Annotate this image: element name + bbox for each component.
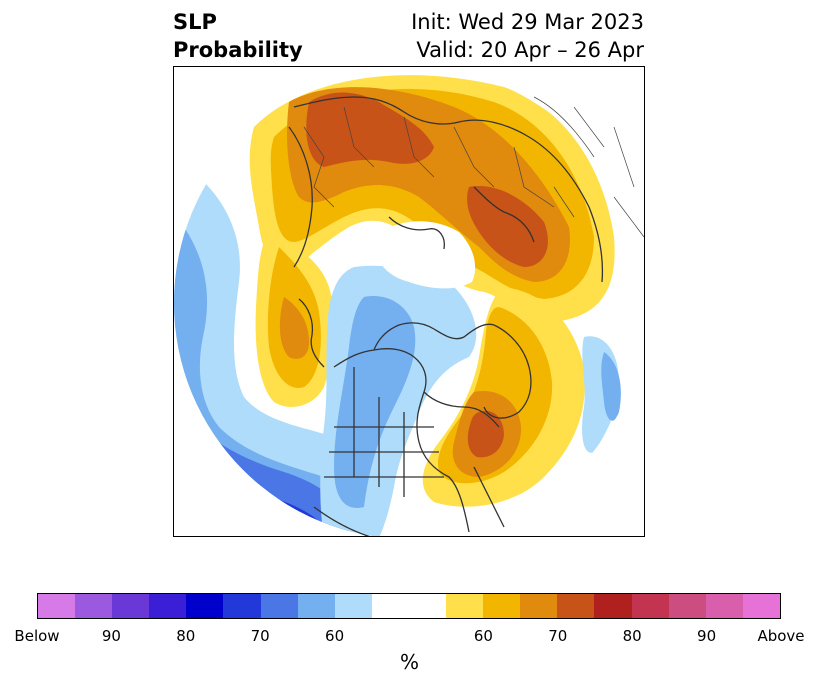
colorbar-segment [334,594,372,618]
colorbar [37,593,781,619]
colorbar-segment [408,594,447,618]
colorbar-segment [38,594,76,618]
colorbar-segment [75,594,113,618]
colorbar-segment [297,594,335,618]
eurasia-brown-east [467,186,548,267]
greenland-blue [601,352,621,421]
title-right: Init: Wed 29 Mar 2023 Valid: 20 Apr – 26… [411,8,644,64]
probability-map [173,66,645,537]
colorbar-segment [149,594,187,618]
title-probability: Probability [173,38,303,62]
colorbar-tick-label: 70 [250,627,270,645]
colorbar-tick-label: 60 [473,627,493,645]
init-date: Init: Wed 29 Mar 2023 [411,10,644,34]
colorbar-tick-label: 70 [548,627,568,645]
colorbar-segment [260,594,298,618]
colorbar-tick-label: 90 [697,627,717,645]
colorbar-segment [186,594,224,618]
alaska-darkorange [279,297,309,359]
map-svg [174,75,644,536]
colorbar-tick-label: 60 [325,627,345,645]
coastlines [288,96,604,536]
colorbar-segment [446,594,484,618]
colorbar-segment [223,594,261,618]
colorbar-segment [742,594,780,618]
colorbar-tick-label: Below [14,627,60,645]
colorbar-segment [520,594,558,618]
valid-range: Valid: 20 Apr – 26 Apr [416,38,644,62]
title-slp: SLP [173,10,217,34]
country-borders [303,96,644,238]
colorbar-segment [668,594,706,618]
colorbar-labels: Below 90 80 70 60 60 70 80 90 Above [0,627,819,647]
colorbar-tick-label: 80 [622,627,642,645]
colorbar-tick-label: 90 [101,627,121,645]
arctic-neutral [373,221,476,289]
colorbar-unit: % [399,650,419,674]
colorbar-segment [594,594,632,618]
colorbar-tick-label: 80 [176,627,196,645]
colorbar-tick-label: Above [757,627,805,645]
colorbar-segment [705,594,743,618]
colorbar-segment [631,594,669,618]
colorbar-segment [483,594,521,618]
eurasia-brown-west [306,92,434,167]
colorbar-segment [371,594,409,618]
title-left: SLP Probability [173,8,303,64]
probability-fields [174,75,621,536]
colorbar-segment [557,594,595,618]
colorbar-segment [112,594,150,618]
